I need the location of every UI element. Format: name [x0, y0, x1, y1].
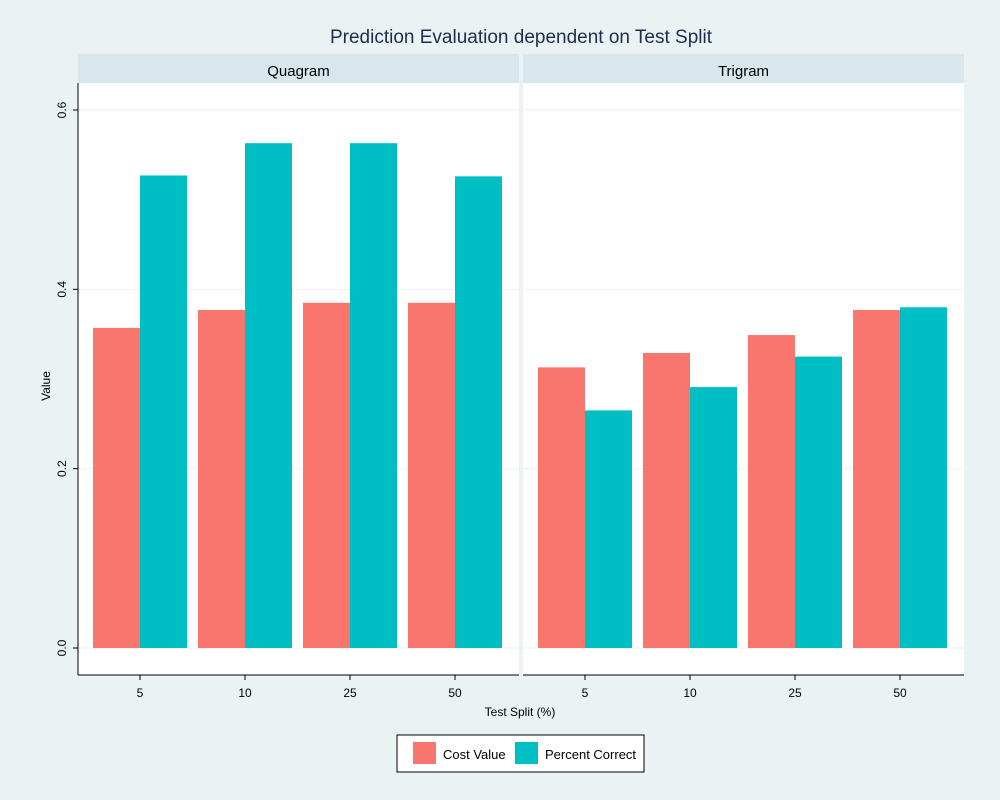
y-tick-label: 0.4: [55, 281, 69, 298]
panel-strip: [523, 54, 964, 83]
legend-label: Percent Correct: [545, 747, 636, 762]
x-tick-label: 50: [448, 686, 462, 700]
plot-area: Quagram 5 10 25 50 Trigram 5 10 25 50 0.0 0.2 0.4 0.6: [55, 54, 964, 700]
x-tick-label: 10: [683, 686, 697, 700]
x-tick-label: 50: [893, 686, 907, 700]
x-tick-label: 25: [788, 686, 802, 700]
x-tick-label: 25: [343, 686, 357, 700]
x-tick-label: 5: [137, 686, 144, 700]
y-tick-label: 0.2: [55, 460, 69, 477]
bar: [93, 327, 140, 648]
legend-swatch: [515, 742, 538, 764]
bar: [198, 309, 245, 648]
bar: [538, 367, 585, 648]
x-tick-label: 5: [582, 686, 589, 700]
bar: [408, 302, 455, 648]
bar: [643, 352, 690, 648]
bar: [245, 143, 292, 648]
legend: Cost Value Percent Correct: [396, 734, 645, 773]
legend-swatch: [413, 742, 436, 764]
bar: [690, 387, 737, 648]
panel-strip: [78, 54, 519, 83]
bar: [795, 356, 842, 648]
bar: [748, 335, 795, 648]
bar: [585, 410, 632, 648]
bar: [303, 302, 350, 648]
x-axis-title: Test Split (%): [485, 705, 556, 719]
chart-title: Prediction Evaluation dependent on Test …: [330, 27, 713, 48]
bar: [853, 309, 900, 648]
bar: [900, 307, 947, 648]
y-axis-title: Value: [39, 371, 53, 401]
x-tick-label: 10: [238, 686, 252, 700]
bar: [455, 176, 502, 648]
bar: [350, 143, 397, 648]
y-tick-label: 0.6: [55, 101, 69, 118]
panel-strip-label: Quagram: [267, 63, 330, 80]
bar: [140, 175, 187, 648]
y-tick-label: 0.0: [55, 639, 69, 656]
panel-strip-label: Trigram: [718, 63, 769, 80]
legend-label: Cost Value: [443, 747, 506, 762]
